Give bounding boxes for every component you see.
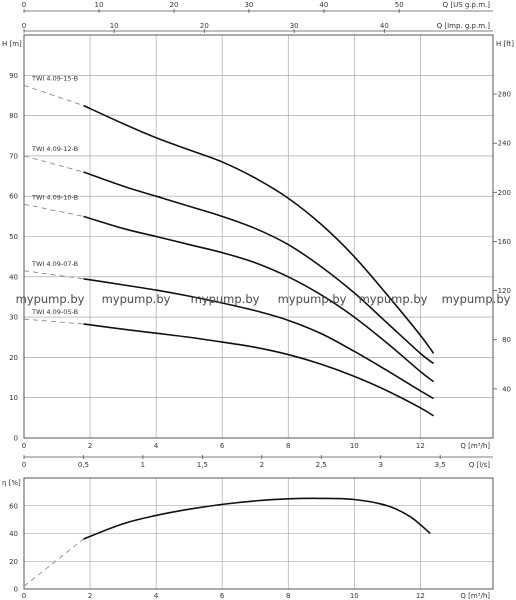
y-tick-label: 90 — [9, 72, 18, 80]
y-tick-label: 70 — [9, 152, 18, 160]
watermark-text: mypump.by — [191, 292, 260, 306]
watermark-text: mypump.by — [102, 292, 171, 306]
ls-tick-label: 1 — [141, 461, 145, 469]
x-tick-label: 4 — [154, 442, 159, 450]
ft-axis-label: H [ft] — [496, 40, 514, 48]
watermark-row: mypump.by mypump.by mypump.by mypump.by mypu… — [16, 292, 511, 306]
usgpm-axis-label: Q [US g.p.m.] — [443, 1, 491, 9]
impgpm-axis-label: Q [Imp. g.p.m.] — [437, 22, 491, 30]
eff-x-tick-label: 8 — [286, 592, 290, 600]
y-axis-label: H [m] — [2, 40, 22, 48]
impgpm-tick-label: 20 — [200, 22, 209, 30]
head-flow-chart: 0 10 20 30 40 50 Q [US g.p.m.]0 10 20 30 40 Q [Imp.… — [2, 1, 514, 450]
ft-tick-label: 120 — [498, 287, 511, 295]
pump-curve-line — [83, 323, 434, 417]
x-tick-label: 6 — [220, 442, 225, 450]
watermark-text: mypump.by — [278, 292, 347, 306]
eff-y-tick-label: 60 — [9, 502, 18, 510]
watermark-text: mypump.by — [16, 292, 85, 306]
pump-curve-line — [83, 278, 434, 400]
eff-x-tick-label: 10 — [350, 592, 359, 600]
curve-label: TWI 4.09-10-B — [31, 193, 78, 201]
x-tick-label: 8 — [286, 442, 290, 450]
eff-x-tick-label: 2 — [88, 592, 92, 600]
usgpm-tick-label: 50 — [395, 1, 404, 9]
curve-label: TWI 4.09-07-B — [31, 260, 78, 268]
usgpm-tick-label: 40 — [319, 1, 328, 9]
x-tick-label: 2 — [88, 442, 92, 450]
eff-y-tick-label: 0 — [14, 586, 18, 594]
impgpm-tick-label: 30 — [290, 22, 299, 30]
y-tick-label: 80 — [9, 112, 18, 120]
impgpm-tick-label: 0 — [22, 22, 26, 30]
ft-tick-label: 280 — [498, 91, 511, 99]
dashed-curve-extension — [23, 203, 84, 217]
dashed-curve-extension — [23, 318, 84, 325]
eff-y-axis-label: η [%] — [2, 479, 21, 487]
usgpm-tick-label: 10 — [95, 1, 104, 9]
plot-frame — [23, 34, 494, 439]
ft-tick-label: 40 — [502, 385, 511, 393]
pump-curve-line — [83, 215, 435, 383]
y-tick-label: 20 — [9, 354, 18, 362]
ls-tick-label: 0 — [22, 461, 26, 469]
usgpm-tick-label: 30 — [244, 1, 253, 9]
eff-x-tick-label: 4 — [154, 592, 159, 600]
y-tick-label: 0 — [14, 435, 18, 443]
impgpm-tick-label: 10 — [110, 22, 119, 30]
x-axis-label: Q [m³/h] — [460, 442, 490, 450]
ls-axis-label: Q [l/s] — [469, 461, 490, 469]
watermark-text: mypump.by — [359, 292, 428, 306]
usgpm-tick-label: 0 — [22, 1, 26, 9]
curve-label: TWI 4.09-05-B — [31, 308, 78, 316]
ft-tick-label: 240 — [498, 140, 511, 148]
ls-tick-label: 2 — [260, 461, 264, 469]
ft-tick-label: 80 — [502, 336, 511, 344]
eff-x-tick-label: 0 — [22, 592, 26, 600]
impgpm-tick-label: 40 — [380, 22, 389, 30]
eff-y-tick-label: 20 — [9, 558, 18, 566]
ft-tick-label: 200 — [498, 189, 511, 197]
y-tick-label: 30 — [9, 314, 18, 322]
y-tick-label: 60 — [9, 193, 18, 201]
ft-tick-label: 160 — [498, 238, 511, 246]
eff-y-tick-label: 40 — [9, 530, 18, 538]
watermark-text: mypump.by — [442, 292, 511, 306]
ls-tick-label: 0,5 — [78, 461, 89, 469]
ls-tick-label: 3 — [378, 461, 382, 469]
pump-curve-line — [83, 104, 435, 354]
ls-tick-label: 3,5 — [435, 461, 446, 469]
x-tick-label: 12 — [416, 442, 425, 450]
curve-label: TWI 4.09-12-B — [31, 145, 78, 153]
eff-x-tick-label: 12 — [416, 592, 425, 600]
ls-tick-label: 1,5 — [197, 461, 208, 469]
dashed-curve-extension — [23, 155, 84, 173]
eff-dashed-extension — [23, 538, 84, 587]
eff-x-axis-label: Q [m³/h] — [460, 592, 490, 600]
dashed-curve-extension — [23, 270, 84, 280]
dashed-curve-extension — [23, 84, 84, 106]
y-tick-label: 50 — [9, 233, 18, 241]
y-tick-label: 10 — [9, 394, 18, 402]
efficiency-curve-line — [83, 497, 431, 540]
eff-plot-frame — [23, 477, 494, 590]
ls-tick-label: 2,5 — [316, 461, 327, 469]
efficiency-chart: 0 0,5 1 1,5 2 2,5 3 3,5 Q [l/s] 0 20 40 60 η [%] 0 2 4 6 8… — [2, 455, 494, 600]
curve-label: TWI 4.09-15-B — [31, 74, 78, 82]
eff-x-tick-label: 6 — [220, 592, 225, 600]
pump-curve-line — [83, 171, 435, 365]
x-tick-label: 0 — [22, 442, 26, 450]
usgpm-tick-label: 20 — [169, 1, 178, 9]
x-tick-label: 10 — [350, 442, 359, 450]
y-tick-label: 40 — [9, 273, 18, 281]
